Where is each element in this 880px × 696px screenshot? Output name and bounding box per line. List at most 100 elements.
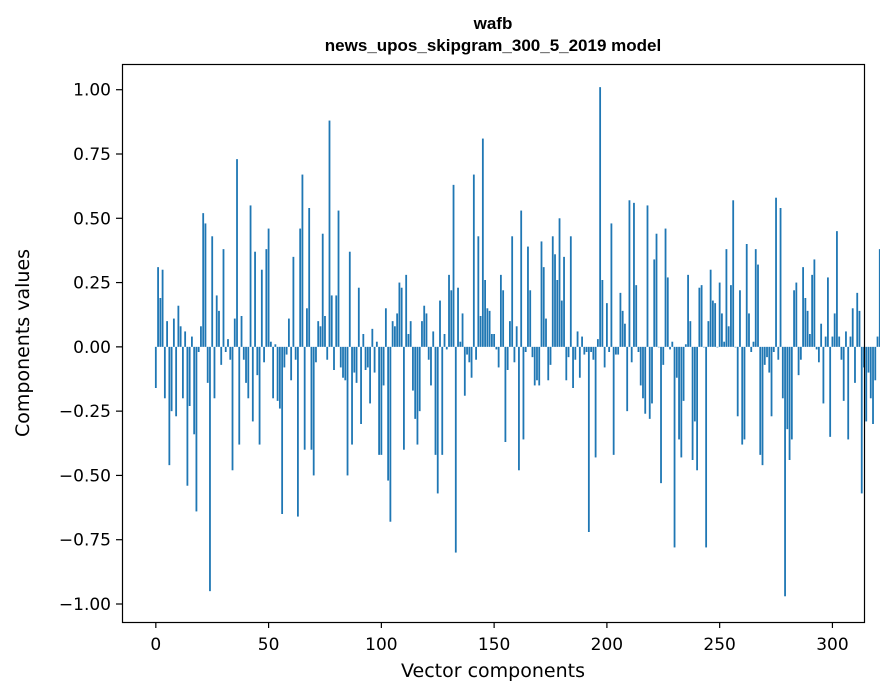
- bar-57: [283, 346, 286, 368]
- bar-148: [488, 310, 491, 347]
- bar-6: [168, 346, 171, 466]
- bar-236: [687, 274, 689, 347]
- chart-subtitle: news_upos_skipgram_300_5_2019 model: [325, 36, 661, 55]
- bar-122: [430, 346, 432, 386]
- bar-317: [869, 346, 872, 399]
- bar-319: [874, 346, 877, 381]
- bar-285: [797, 346, 800, 376]
- bar-217: [644, 346, 647, 414]
- bar-138: [466, 346, 468, 355]
- bar-141: [472, 174, 475, 347]
- bar-119: [423, 305, 426, 347]
- bar-164: [524, 346, 527, 352]
- bar-316: [867, 346, 870, 373]
- bar-149: [490, 334, 493, 347]
- bar-278: [781, 346, 784, 399]
- bar-298: [827, 277, 829, 347]
- bar-2: [159, 298, 162, 347]
- bar-58: [285, 346, 288, 355]
- x-tick-label: 0: [150, 635, 161, 655]
- bar-302: [836, 231, 838, 347]
- bar-165: [527, 246, 529, 347]
- bar-75: [324, 316, 326, 347]
- bar-187: [576, 331, 579, 347]
- bar-107: [396, 313, 399, 347]
- bar-186: [574, 346, 577, 360]
- bar-41: [247, 346, 250, 399]
- bar-157: [509, 321, 511, 347]
- bar-8: [172, 318, 175, 347]
- bar-212: [633, 202, 635, 347]
- bar-14: [186, 346, 189, 486]
- bar-221: [653, 259, 656, 347]
- bar-15: [188, 346, 191, 406]
- bar-226: [664, 228, 667, 347]
- y-tick-label: 1.00: [73, 81, 111, 101]
- bar-5: [166, 321, 168, 347]
- bar-73: [319, 326, 322, 347]
- bar-78: [330, 295, 333, 347]
- y-tick-label: −0.25: [59, 402, 111, 422]
- bar-25: [211, 236, 214, 347]
- bar-39: [242, 346, 245, 360]
- bar-109: [400, 287, 403, 347]
- bar-247: [711, 300, 714, 347]
- bar-152: [497, 346, 500, 368]
- bar-136: [461, 313, 464, 347]
- bar-245: [707, 321, 710, 347]
- y-tick-label: −1.00: [59, 595, 111, 615]
- bar-293: [815, 346, 818, 350]
- bar-228: [669, 346, 671, 350]
- bar-26: [213, 346, 216, 399]
- bar-7: [170, 346, 173, 412]
- bar-310: [854, 346, 856, 383]
- bar-311: [856, 292, 859, 347]
- bar-67: [306, 308, 308, 347]
- bar-147: [486, 308, 489, 347]
- bar-51: [269, 341, 272, 347]
- bar-174: [547, 346, 550, 381]
- chart-title: wafb: [473, 14, 513, 33]
- bar-144: [479, 316, 482, 347]
- bar-229: [671, 341, 674, 347]
- bar-296: [822, 346, 825, 404]
- bar-198: [601, 280, 604, 347]
- bar-42: [249, 205, 252, 347]
- bar-146: [484, 280, 486, 347]
- bar-89: [355, 346, 358, 383]
- bar-20: [200, 326, 202, 347]
- bar-219: [648, 346, 651, 419]
- bar-33: [229, 346, 232, 360]
- bar-290: [808, 334, 811, 347]
- bar-303: [838, 336, 841, 347]
- bar-90: [357, 287, 360, 347]
- bar-199: [603, 346, 606, 368]
- bar-72: [317, 321, 320, 347]
- bar-230: [673, 346, 676, 548]
- bar-79: [333, 346, 335, 370]
- bar-240: [696, 346, 698, 471]
- bar-284: [795, 282, 798, 347]
- bar-287: [802, 267, 804, 347]
- bar-281: [788, 346, 791, 460]
- bar-235: [684, 344, 687, 347]
- bar-306: [845, 331, 847, 347]
- bar-0: [154, 346, 157, 388]
- bar-213: [635, 285, 638, 347]
- y-tick-label: 0.75: [73, 145, 111, 165]
- bar-53: [274, 344, 277, 347]
- bar-167: [531, 346, 534, 358]
- bar-272: [768, 346, 771, 373]
- y-axis-label: Components values: [12, 249, 34, 437]
- bar-275: [775, 197, 777, 347]
- bar-127: [441, 346, 444, 455]
- bar-253: [725, 249, 728, 347]
- bar-255: [730, 285, 732, 347]
- bar-184: [569, 236, 572, 347]
- bar-28: [218, 310, 220, 347]
- bar-161: [518, 346, 520, 471]
- bar-220: [651, 346, 653, 404]
- bar-134: [457, 287, 459, 347]
